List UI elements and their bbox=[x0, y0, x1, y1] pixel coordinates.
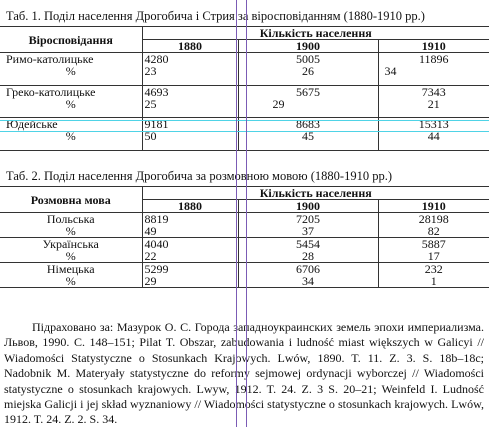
count-cell: 11896 bbox=[418, 52, 449, 66]
pct-cell: 29 bbox=[238, 97, 379, 118]
column-guide-line bbox=[246, 0, 247, 427]
count-cell: 4693 bbox=[142, 85, 239, 98]
table1-caption: Таб. 1. Поділ населення Дрогобича і Стри… bbox=[6, 9, 425, 23]
pct-cell: 26 bbox=[238, 65, 379, 86]
pct-cell: 28 bbox=[238, 250, 379, 263]
table1-year: 1880 bbox=[142, 39, 239, 53]
pct-cell: 1 bbox=[378, 275, 489, 288]
pct-cell: 50 bbox=[142, 130, 239, 151]
pct-cell: 49 bbox=[142, 225, 239, 238]
pct-cell: 44 bbox=[378, 130, 489, 151]
pct-cell: 21 bbox=[378, 97, 489, 118]
count-cell: 15313 bbox=[418, 117, 449, 131]
table-row: % 25 29 21 bbox=[0, 97, 489, 118]
table2-caption: Таб. 2. Поділ населення Дрогобича за роз… bbox=[6, 169, 392, 183]
row-label: Німецька bbox=[0, 262, 143, 275]
count-cell: 232 bbox=[424, 262, 443, 276]
count-cell: 5299 bbox=[142, 262, 239, 275]
table-row: Німецька 5299 6706 232 bbox=[0, 262, 489, 276]
pct-cell: 34 bbox=[378, 65, 489, 86]
pct-cell: 82 bbox=[378, 225, 489, 238]
row-label: Польська bbox=[0, 212, 143, 225]
count-cell: 7205 bbox=[238, 212, 379, 225]
selection-highlight-top bbox=[0, 120, 489, 121]
pct-cell: 25 bbox=[142, 97, 239, 118]
table-row: % 49 37 82 bbox=[0, 225, 489, 238]
count-cell: 5005 bbox=[238, 52, 379, 65]
references-text: Підраховано за: Мазурок О. С. Города зап… bbox=[4, 320, 484, 427]
table2: Розмовна мова Кількість населення 1880 1… bbox=[0, 186, 489, 288]
pct-label: % bbox=[0, 275, 143, 288]
table-row: % 22 28 17 bbox=[0, 250, 489, 263]
count-cell: 4280 bbox=[142, 52, 239, 65]
table1-year: 1910 bbox=[378, 39, 489, 53]
table1-header-label: Віросповідання bbox=[0, 26, 143, 53]
pct-label: % bbox=[0, 97, 143, 118]
pct-label: % bbox=[0, 225, 143, 238]
table2-header-label: Розмовна мова bbox=[0, 186, 143, 213]
table-row: % 29 34 1 bbox=[0, 275, 489, 288]
table2-year: 1900 bbox=[238, 199, 379, 213]
pct-cell: 37 bbox=[238, 225, 379, 238]
pct-cell: 23 bbox=[142, 65, 239, 86]
table-row: Греко-католицьке 4693 5675 7343 bbox=[0, 85, 489, 98]
count-cell: 5454 bbox=[238, 237, 379, 250]
table2-header-group: Кількість населення bbox=[142, 186, 489, 200]
table1-year: 1900 bbox=[238, 39, 379, 53]
column-guide-line bbox=[236, 0, 237, 427]
row-label: Римо-католицьке bbox=[0, 52, 143, 65]
count-cell: 5887 bbox=[421, 237, 446, 251]
references-paragraph: Підраховано за: Мазурок О. С. Города зап… bbox=[4, 320, 484, 428]
pct-label: % bbox=[0, 250, 143, 263]
count-cell: 28198 bbox=[418, 212, 449, 226]
table-row: Польська 8819 7205 28198 bbox=[0, 212, 489, 226]
table-row: Римо-католицьке 4280 5005 11896 bbox=[0, 52, 489, 66]
pct-label: % bbox=[0, 130, 143, 151]
count-cell: 4040 bbox=[142, 237, 239, 250]
table2-year: 1910 bbox=[378, 199, 489, 213]
row-label: Греко-католицьке bbox=[0, 85, 143, 98]
pct-cell: 34 bbox=[238, 275, 379, 288]
table-row: % 50 45 44 bbox=[0, 130, 489, 151]
table-row: Українська 4040 5454 5887 bbox=[0, 237, 489, 251]
count-cell: 6706 bbox=[238, 262, 379, 275]
row-label: Українська bbox=[0, 237, 143, 250]
pct-cell: 29 bbox=[142, 275, 239, 288]
pct-cell: 45 bbox=[238, 130, 379, 151]
table2-year: 1880 bbox=[142, 199, 239, 213]
pct-cell: 22 bbox=[142, 250, 239, 263]
pct-label: % bbox=[0, 65, 143, 86]
table-row: % 23 26 34 bbox=[0, 65, 489, 86]
count-cell: 8819 bbox=[142, 212, 239, 225]
table1: Віросповідання Кількість населення 1880 … bbox=[0, 26, 489, 151]
count-cell: 5675 bbox=[238, 85, 379, 98]
pct-cell: 17 bbox=[378, 250, 489, 263]
table1-header-group: Кількість населення bbox=[142, 26, 489, 40]
selection-highlight-bottom bbox=[0, 131, 489, 132]
count-cell: 7343 bbox=[421, 84, 446, 99]
